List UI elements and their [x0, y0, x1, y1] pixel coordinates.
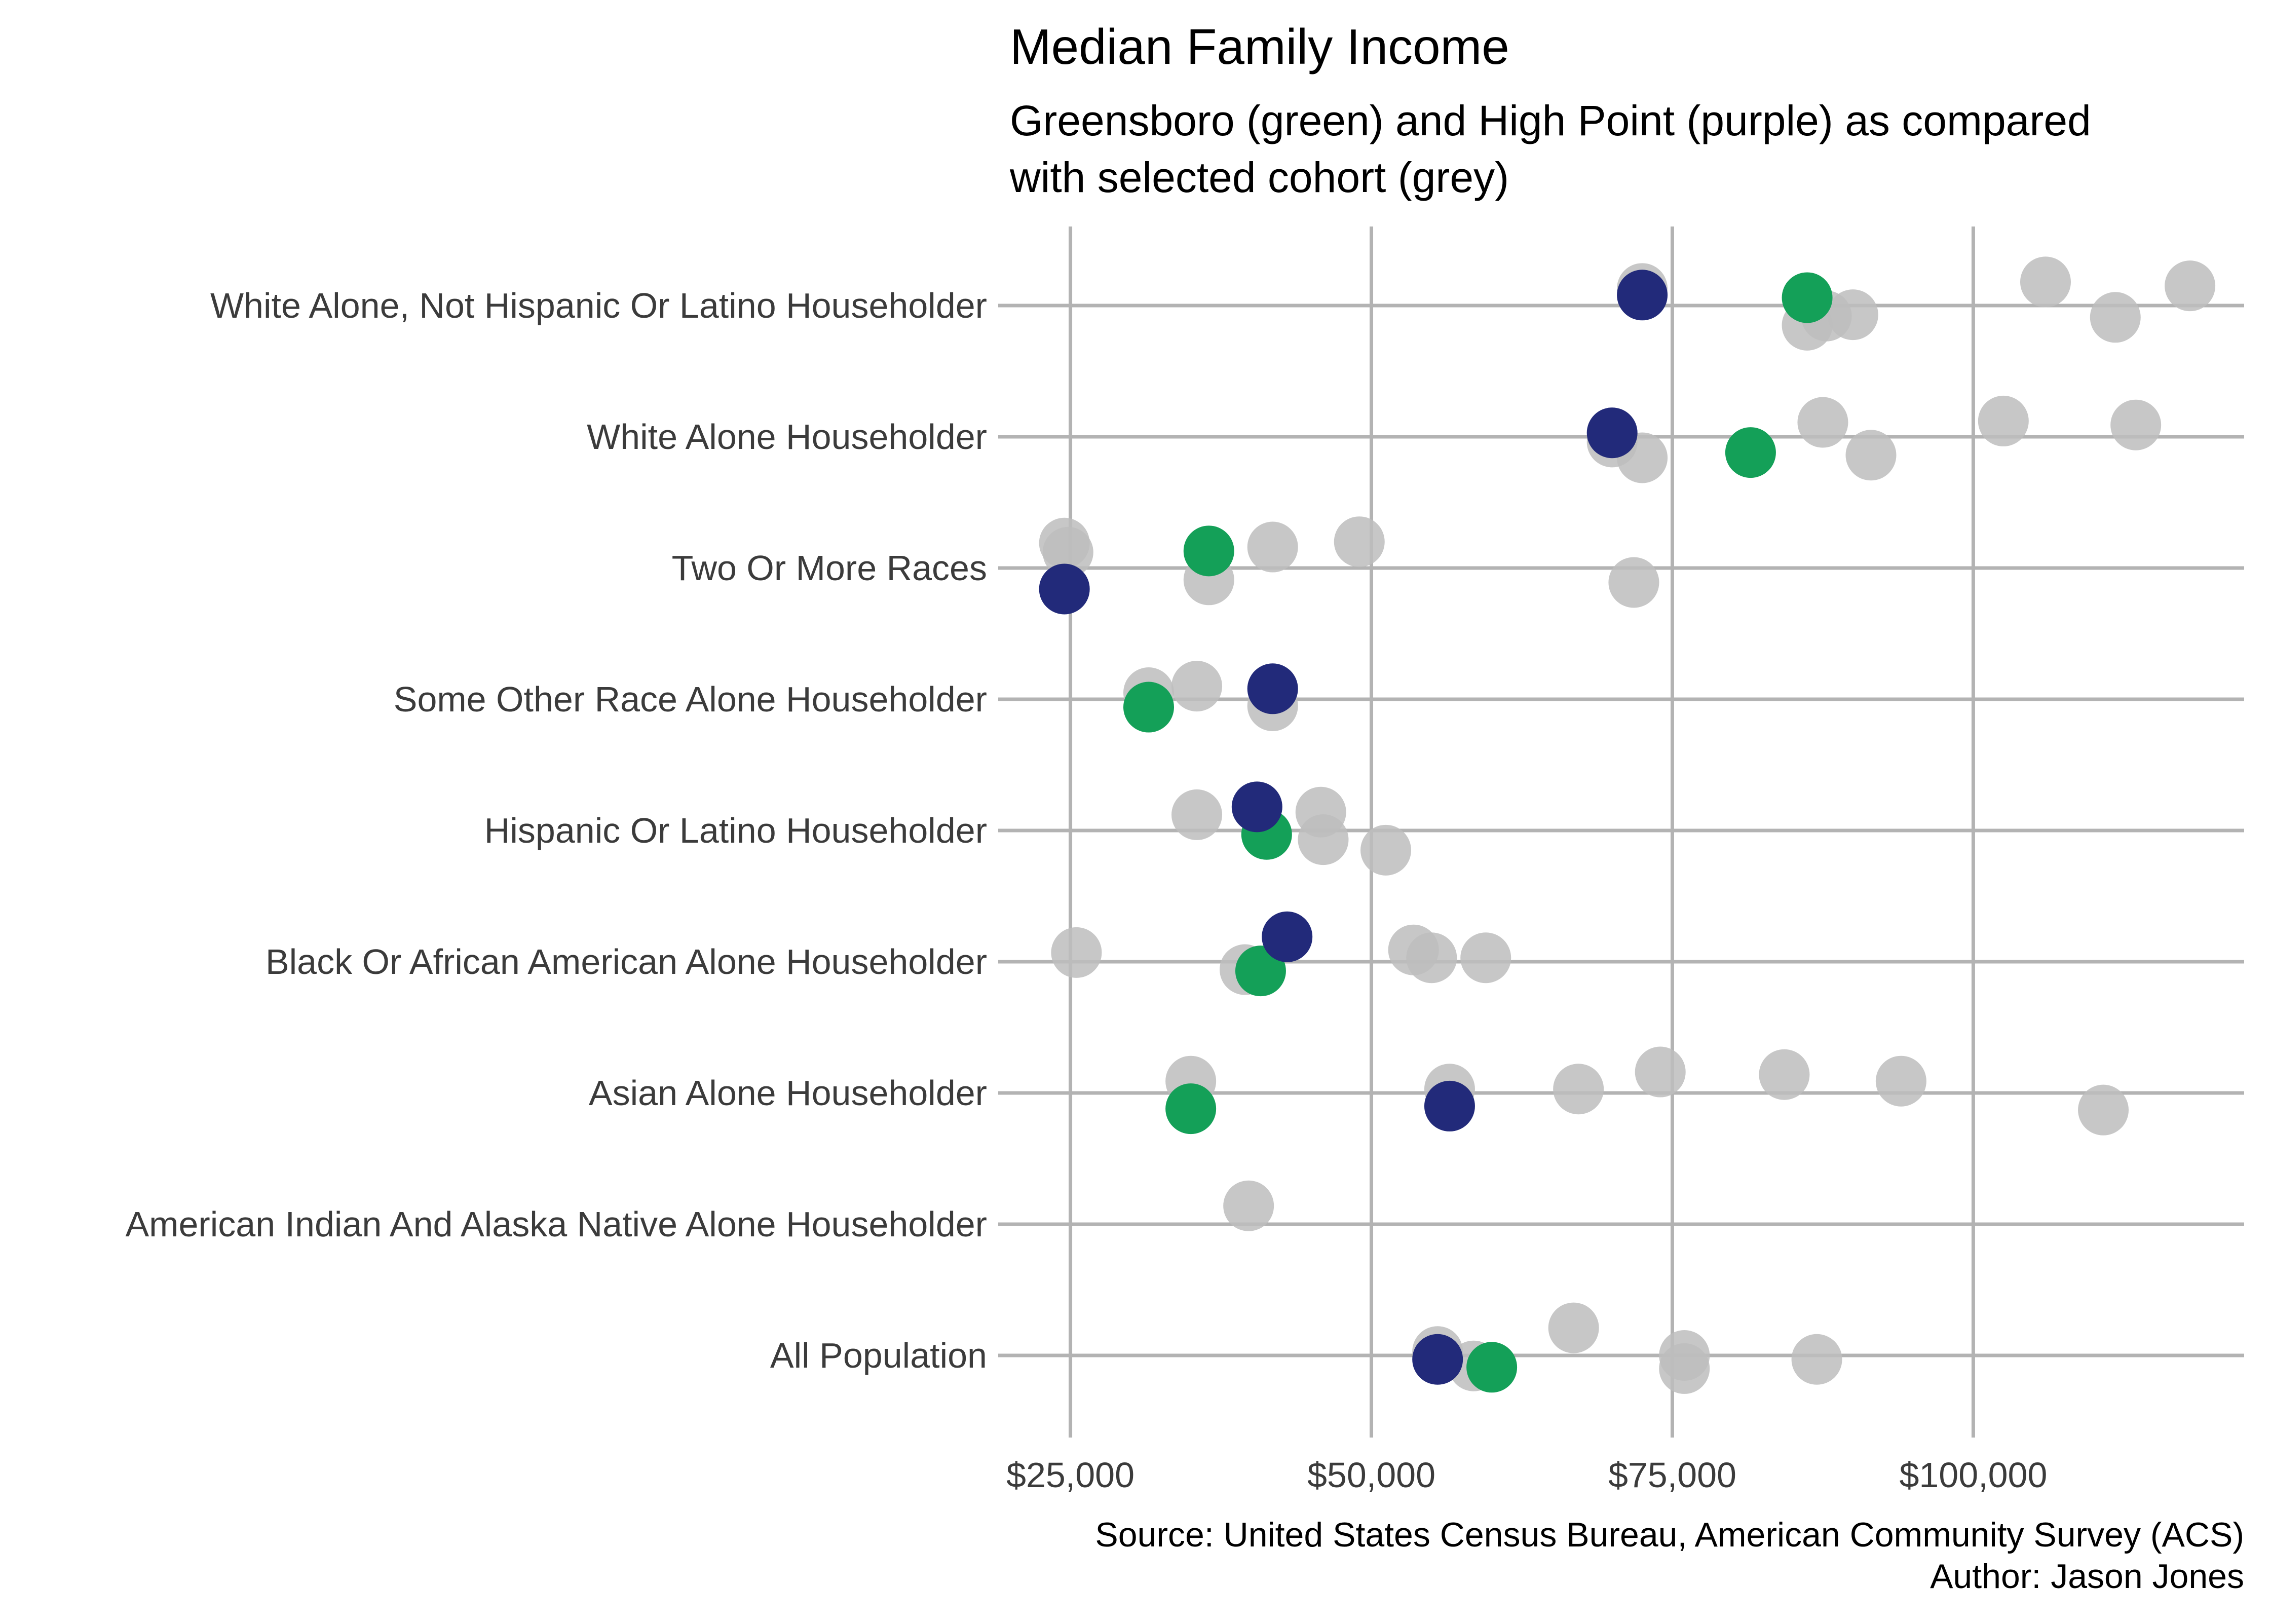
category-label: Hispanic Or Latino Householder — [484, 811, 987, 850]
greensboro-point — [1725, 427, 1776, 478]
category-label: Black Or African American Alone Househol… — [266, 942, 987, 981]
cohort-point — [1797, 397, 1848, 448]
category-label: Two Or More Races — [672, 548, 987, 588]
cohort-point — [2110, 399, 2162, 450]
cohort-point — [1171, 661, 1223, 712]
category-label: All Population — [770, 1336, 987, 1375]
cohort-point — [1608, 557, 1659, 608]
caption-author: Author: Jason Jones — [1930, 1557, 2244, 1596]
cohort-point — [2090, 292, 2141, 343]
greensboro-point — [1165, 1083, 1217, 1135]
high_point-point — [1262, 911, 1313, 962]
cohort-point — [1635, 1046, 1686, 1098]
cohort-point — [1827, 289, 1878, 341]
high_point-point — [1424, 1080, 1475, 1131]
cohort-point — [1247, 521, 1298, 573]
chart-subtitle-line-1: Greensboro (green) and High Point (purpl… — [1010, 97, 2091, 144]
chart-subtitle-line-2: with selected cohort (grey) — [1009, 154, 1509, 201]
cohort-point — [1791, 1334, 1842, 1385]
cohort-point — [1548, 1302, 1599, 1353]
cohort-point — [1360, 824, 1412, 876]
x-tick-label: $100,000 — [1899, 1455, 2047, 1495]
chart-title: Median Family Income — [1010, 19, 1509, 74]
x-tick-label: $75,000 — [1608, 1455, 1736, 1495]
greensboro-point — [1782, 272, 1833, 323]
cohort-point — [1171, 789, 1223, 840]
cohort-point — [2078, 1084, 2129, 1136]
greensboro-point — [1123, 682, 1174, 733]
cohort-point — [1553, 1064, 1604, 1115]
high_point-point — [1412, 1334, 1463, 1385]
cohort-point — [1978, 395, 2029, 446]
greensboro-point — [1466, 1342, 1518, 1393]
greensboro-point — [1183, 525, 1234, 577]
cohort-point — [2165, 260, 2216, 312]
x-tick-label: $50,000 — [1307, 1455, 1435, 1495]
cohort-point — [1460, 932, 1511, 984]
cohort-point — [1659, 1343, 1710, 1394]
high_point-point — [1586, 407, 1638, 459]
cohort-point — [1845, 430, 1897, 481]
greensboro-point — [1235, 946, 1286, 997]
category-label: Some Other Race Alone Householder — [394, 679, 987, 719]
high_point-point — [1247, 663, 1298, 714]
category-label: White Alone, Not Hispanic Or Latino Hous… — [210, 286, 987, 325]
high_point-point — [1039, 563, 1090, 615]
data-points — [1039, 256, 2216, 1394]
high_point-point — [1617, 270, 1668, 321]
category-label: Asian Alone Householder — [589, 1073, 987, 1113]
high_point-point — [1231, 781, 1282, 833]
cohort-point — [1223, 1180, 1274, 1231]
cohort-point — [1406, 932, 1457, 984]
category-label: White Alone Householder — [587, 417, 987, 457]
cohort-point — [1875, 1055, 1926, 1107]
caption-source: Source: United States Census Bureau, Ame… — [1095, 1516, 2244, 1554]
cohort-point — [1051, 927, 1102, 978]
cohort-point — [1759, 1049, 1810, 1100]
x-tick-labels: $25,000 $50,000 $75,000 $100,000 — [1006, 1455, 2047, 1495]
category-labels: White Alone, Not Hispanic Or Latino Hous… — [125, 286, 987, 1375]
cohort-point — [1334, 516, 1385, 568]
x-tick-label: $25,000 — [1006, 1455, 1134, 1495]
cohort-point — [2020, 256, 2071, 308]
category-label: American Indian And Alaska Native Alone … — [125, 1204, 987, 1244]
cohort-point — [1298, 814, 1349, 865]
cohort-point — [1042, 526, 1093, 578]
